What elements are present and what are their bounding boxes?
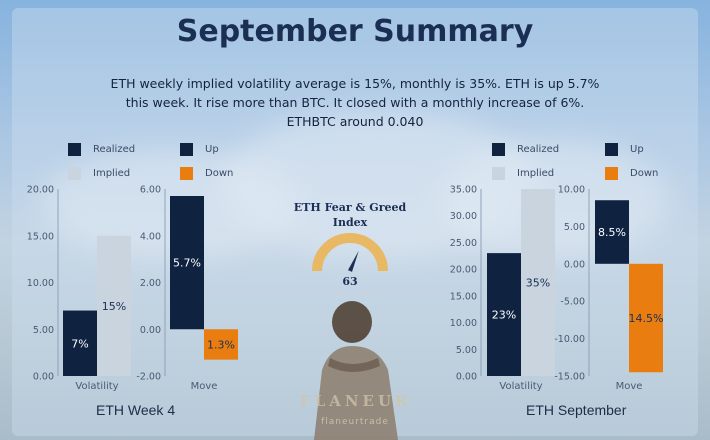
brand-url: flaneurtrade: [321, 417, 389, 427]
x-axis-label: Move: [191, 381, 218, 392]
y-tick-label: 5.00: [564, 222, 585, 233]
brand-name: FLANEUR: [300, 392, 412, 410]
y-tick-label: -10.00: [554, 334, 585, 345]
y-tick-label: 5.00: [33, 325, 54, 336]
gauge-title-line: Index: [332, 216, 368, 229]
legend-implied-left: Implied: [68, 167, 130, 180]
y-tick-label: 4.00: [140, 231, 161, 242]
y-tick-label: 0.00: [564, 259, 585, 270]
y-tick-label: 20.00: [27, 185, 54, 196]
y-tick-label: 0.00: [140, 325, 161, 336]
page-title: September Summary: [176, 14, 534, 49]
gauge-title: ETH Fear & Greed Index: [275, 200, 425, 230]
bar-value-label: 35%: [526, 277, 550, 290]
legend-swatch: [492, 143, 505, 156]
bar-value-label: 14.5%: [629, 312, 664, 325]
bar-implied: [97, 235, 131, 376]
y-tick-label: 10.00: [450, 318, 477, 329]
gauge-value: 63: [342, 275, 358, 288]
bar-down: [629, 263, 663, 373]
summary-line: this week. It rise more than BTC. It clo…: [125, 95, 585, 110]
gauge-title-line: ETH Fear & Greed: [293, 201, 407, 214]
bar-realized: [63, 310, 97, 376]
legend-implied-right: Implied: [492, 167, 554, 180]
y-tick-label: -15.00: [554, 372, 585, 383]
legend-label: Realized: [93, 144, 136, 155]
bar-value-label: 1.3%: [207, 338, 235, 351]
gauge-needle: [348, 250, 359, 272]
y-tick-label: 15.00: [27, 231, 54, 242]
legend-label: Down: [205, 168, 234, 179]
y-tick-label: 25.00: [450, 238, 477, 249]
y-tick-label: 10.00: [27, 278, 54, 289]
bar-implied: [521, 189, 555, 376]
bar-value-label: 15%: [102, 300, 126, 313]
legend-up-left: Up: [180, 143, 219, 156]
legend-swatch: [605, 167, 618, 180]
y-tick-label: 15.00: [450, 291, 477, 302]
bar-value-label: 7%: [71, 337, 88, 350]
x-axis-label: Volatility: [499, 381, 542, 392]
legend-label: Implied: [93, 168, 131, 179]
legend-down-left: Down: [180, 167, 233, 180]
y-tick-label: 30.00: [450, 211, 477, 222]
y-tick-label: 0.00: [456, 372, 477, 383]
summary-line: ETHBTC around 0.040: [286, 114, 424, 129]
legend-label: Up: [630, 144, 644, 155]
bar-value-label: 8.5%: [598, 226, 626, 239]
summary-line: ETH weekly implied volatility average is…: [110, 76, 600, 91]
legend-label: Down: [630, 168, 659, 179]
y-tick-label: 6.00: [140, 185, 161, 196]
x-axis-label: Move: [616, 381, 643, 392]
summary-text: ETH weekly implied volatility average is…: [95, 74, 615, 131]
fear-greed-gauge: [312, 233, 388, 272]
legend-swatch: [492, 167, 505, 180]
y-tick-label: 5.00: [456, 345, 477, 356]
legend-label: Up: [205, 144, 219, 155]
legend-realized-left: Realized: [68, 143, 135, 156]
y-tick-label: 10.00: [558, 185, 585, 196]
legend-swatch: [68, 143, 81, 156]
legend-label: Implied: [517, 168, 555, 179]
legend-swatch: [605, 143, 618, 156]
bar-value-label: 5.7%: [173, 257, 201, 270]
bar-up: [595, 200, 629, 264]
x-axis-label: Volatility: [75, 381, 118, 392]
y-tick-label: -2.00: [136, 372, 161, 383]
legend-down-right: Down: [605, 167, 658, 180]
y-tick-label: 20.00: [450, 265, 477, 276]
bar-value-label: 23%: [492, 309, 516, 322]
bar-up: [170, 196, 204, 330]
bar-down: [204, 329, 238, 360]
gauge-arc: [312, 233, 388, 272]
legend-up-right: Up: [605, 143, 644, 156]
section-label-week: ETH Week 4: [96, 402, 176, 418]
legend-label: Realized: [517, 144, 560, 155]
y-tick-label: 2.00: [140, 278, 161, 289]
y-tick-label: -5.00: [560, 297, 585, 308]
legend-swatch: [180, 167, 193, 180]
bar-realized: [487, 253, 521, 376]
y-tick-label: 0.00: [33, 372, 54, 383]
section-label-month: ETH September: [526, 402, 627, 418]
legend-swatch: [180, 143, 193, 156]
legend-realized-right: Realized: [492, 143, 559, 156]
person-silhouette: [314, 301, 398, 440]
legend-swatch: [68, 167, 81, 180]
y-tick-label: 35.00: [450, 185, 477, 196]
